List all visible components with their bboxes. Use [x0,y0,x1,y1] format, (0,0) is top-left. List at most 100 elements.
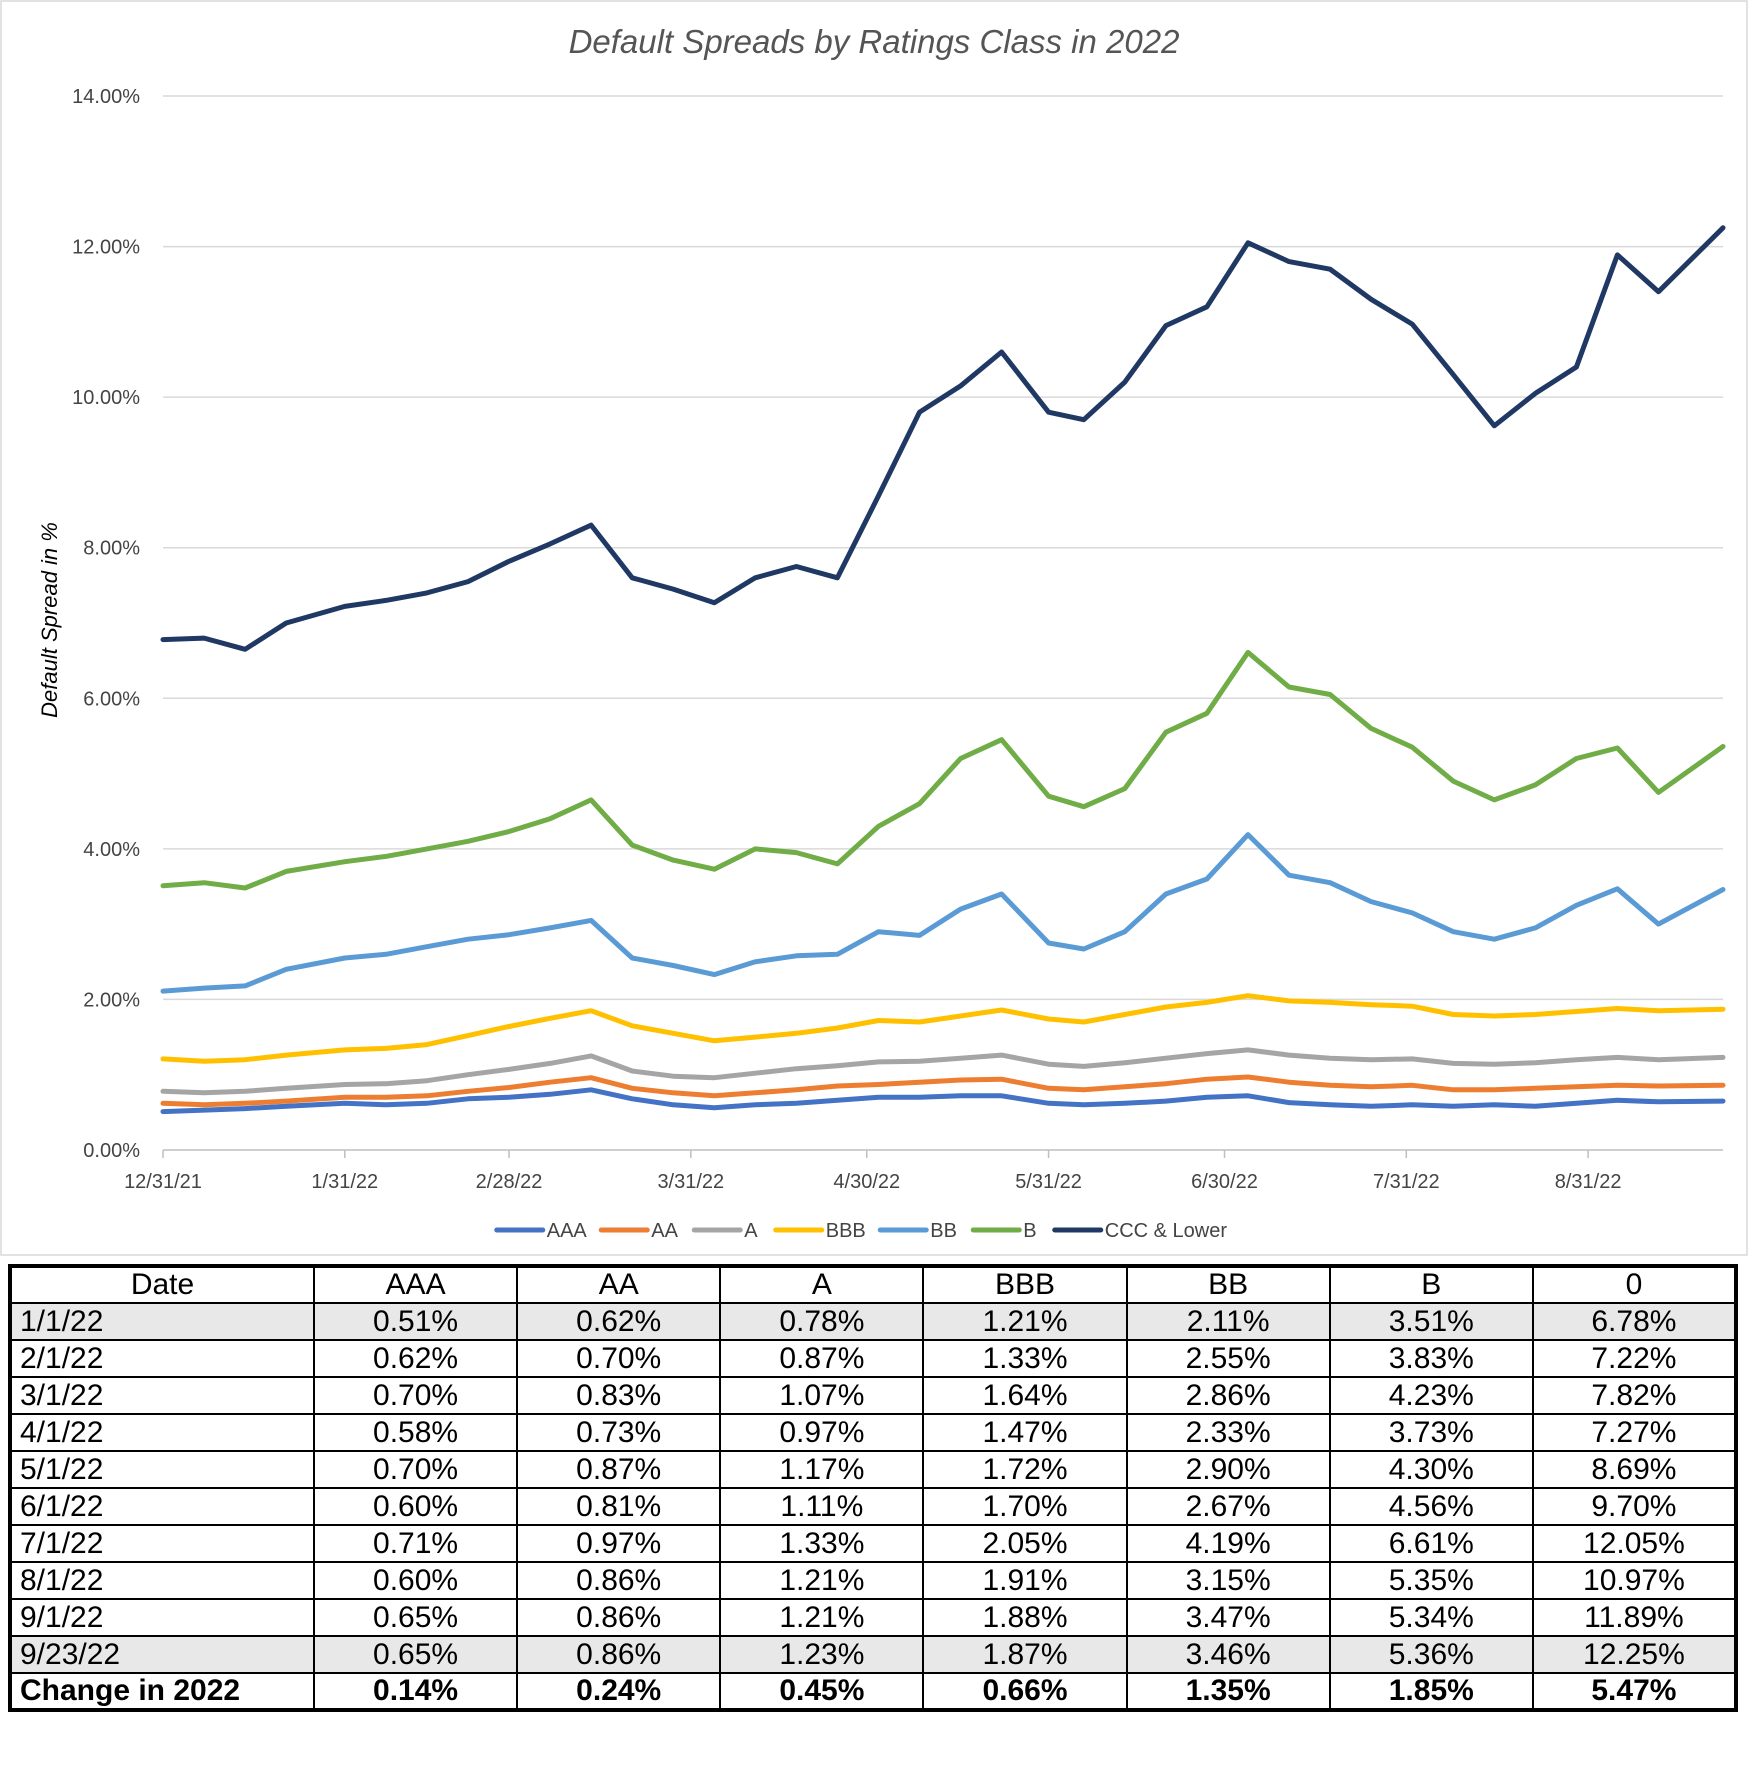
table-cell: 0.65% [312,1635,519,1674]
table-cell-date: 1/1/22 [9,1302,315,1341]
y-tick-label: 2.00% [83,989,140,1011]
table-body: 1/1/22 0.51% 0.62% 0.78% 1.21% 2.11% 3.51% 6.78… [9,1302,1738,1711]
x-tick-label: 7/31/22 [1373,1171,1440,1193]
table-cell: 0.62% [516,1302,722,1341]
x-tick-label: 4/30/22 [833,1171,900,1193]
table-cell: 0.87% [516,1450,722,1489]
header-aaa: AAA [312,1265,519,1304]
chart-container: Default Spreads by Ratings Class in 2022… [0,0,1748,1256]
y-tick-label: 8.00% [83,538,140,560]
table-cell: 0.24% [516,1672,722,1711]
table-cell: 0.86% [516,1635,722,1674]
series-line-a [160,1047,1726,1096]
legend-label: B [1023,1220,1036,1242]
table-cell-date: 2/1/22 [9,1339,315,1378]
table-cell: 0.51% [312,1302,519,1341]
table-cell: 4.56% [1328,1487,1534,1526]
table-cell: 1.35% [1125,1672,1331,1711]
legend-label: BBB [826,1220,866,1242]
header-a: A [719,1265,925,1304]
header-bbb: BBB [922,1265,1128,1304]
table-cell: 7.22% [1531,1339,1738,1378]
table-cell: 1.23% [719,1635,925,1674]
series-line-aaa [160,1087,1726,1115]
table-row: 3/1/22 0.70% 0.83% 1.07% 1.64% 2.86% 4.23% 7.82… [9,1376,1738,1415]
table-cell: 1.17% [719,1450,925,1489]
table-cell: 0.65% [312,1598,519,1637]
table-cell: 11.89% [1531,1598,1738,1637]
table-cell: 1.64% [922,1376,1128,1415]
table-cell: 1.47% [922,1413,1128,1452]
series-lines [160,225,1726,1115]
table-cell: 1.70% [922,1487,1128,1526]
table-cell-date: 7/1/22 [9,1524,315,1563]
spreads-table: Date AAA AA A BBB BB B 0 1/1/22 0.51% 0.62… [8,1264,1738,1712]
table-cell: 7.82% [1531,1376,1738,1415]
table-cell-date: 9/1/22 [9,1598,315,1637]
spreads-table-container: Date AAA AA A BBB BB B 0 1/1/22 0.51% 0.62… [8,1264,1738,1712]
table-cell: 12.05% [1531,1524,1738,1563]
x-tick-label: 5/31/22 [1015,1171,1082,1193]
series-line-bb [160,832,1726,994]
y-tick-label: 14.00% [72,86,140,108]
table-cell: 0.70% [312,1450,519,1489]
table-cell: 2.11% [1125,1302,1331,1341]
table-cell: 0.81% [516,1487,722,1526]
table-cell-date: 8/1/22 [9,1561,315,1600]
series-line-b [160,649,1726,891]
table-cell: 3.47% [1125,1598,1331,1637]
y-tick-label: 10.00% [72,387,140,409]
table-cell: 4.19% [1125,1524,1331,1563]
table-cell-date: 5/1/22 [9,1450,315,1489]
table-cell: 1.87% [922,1635,1128,1674]
header-date: Date [9,1265,315,1304]
table-cell: 8.69% [1531,1450,1738,1489]
legend-label: BB [930,1220,957,1242]
table-cell: 0.73% [516,1413,722,1452]
table-cell: 3.51% [1328,1302,1534,1341]
header-b: B [1328,1265,1534,1304]
table-cell: 6.78% [1531,1302,1738,1341]
table-cell: 0.78% [719,1302,925,1341]
table-cell: 1.21% [719,1598,925,1637]
table-total-row: Change in 2022 0.14% 0.24% 0.45% 0.66% 1.35% 1… [9,1672,1738,1711]
table-cell: 3.15% [1125,1561,1331,1600]
table-cell: 12.25% [1531,1635,1738,1674]
table-cell: 5.34% [1328,1598,1534,1637]
x-tick-label: 12/31/21 [124,1171,202,1193]
table-cell: 2.33% [1125,1413,1331,1452]
table-cell-date: 9/23/22 [9,1635,315,1674]
table-row: 7/1/22 0.71% 0.97% 1.33% 2.05% 4.19% 6.61% 12.0… [9,1524,1738,1563]
table-cell: 7.27% [1531,1413,1738,1452]
table-row: 2/1/22 0.62% 0.70% 0.87% 1.33% 2.55% 3.83% 7.22… [9,1339,1738,1378]
table-cell: 9.70% [1531,1487,1738,1526]
default-spreads-chart: Default Spreads by Ratings Class in 2022… [0,0,1748,1256]
table-row: 4/1/22 0.58% 0.73% 0.97% 1.47% 2.33% 3.73% 7.27… [9,1413,1738,1452]
x-tick-label: 1/31/22 [311,1171,378,1193]
y-tick-labels: 0.00% 2.00% 4.00% 6.00% 8.00% 10.00% 12.00% 14.… [72,86,140,1162]
legend-label: AA [651,1220,678,1242]
table-cell-date: Change in 2022 [9,1672,315,1711]
table-cell: 4.30% [1328,1450,1534,1489]
table-cell: 6.61% [1328,1524,1534,1563]
y-tick-label: 6.00% [83,688,140,710]
series-line-bbb [160,993,1726,1064]
chart-border [0,0,1748,1256]
table-cell: 0.45% [719,1672,925,1711]
table-cell: 0.66% [922,1672,1128,1711]
table-cell: 1.88% [922,1598,1128,1637]
table-header-row: Date AAA AA A BBB BB B 0 [9,1265,1738,1304]
x-tick-label: 6/30/22 [1191,1171,1258,1193]
table-cell: 3.46% [1125,1635,1331,1674]
table-cell: 0.70% [312,1376,519,1415]
series-line-aa [160,1074,1726,1108]
header-bb: BB [1125,1265,1331,1304]
table-cell-date: 6/1/22 [9,1487,315,1526]
table-cell-date: 3/1/22 [9,1376,315,1415]
table-cell: 3.73% [1328,1413,1534,1452]
table-cell: 2.05% [922,1524,1128,1563]
y-axis-label: Default Spread in % [37,522,62,718]
table-row: 8/1/22 0.60% 0.86% 1.21% 1.91% 3.15% 5.35% 10.9… [9,1561,1738,1600]
table-cell: 1.91% [922,1561,1128,1600]
x-tick-label: 3/31/22 [657,1171,724,1193]
